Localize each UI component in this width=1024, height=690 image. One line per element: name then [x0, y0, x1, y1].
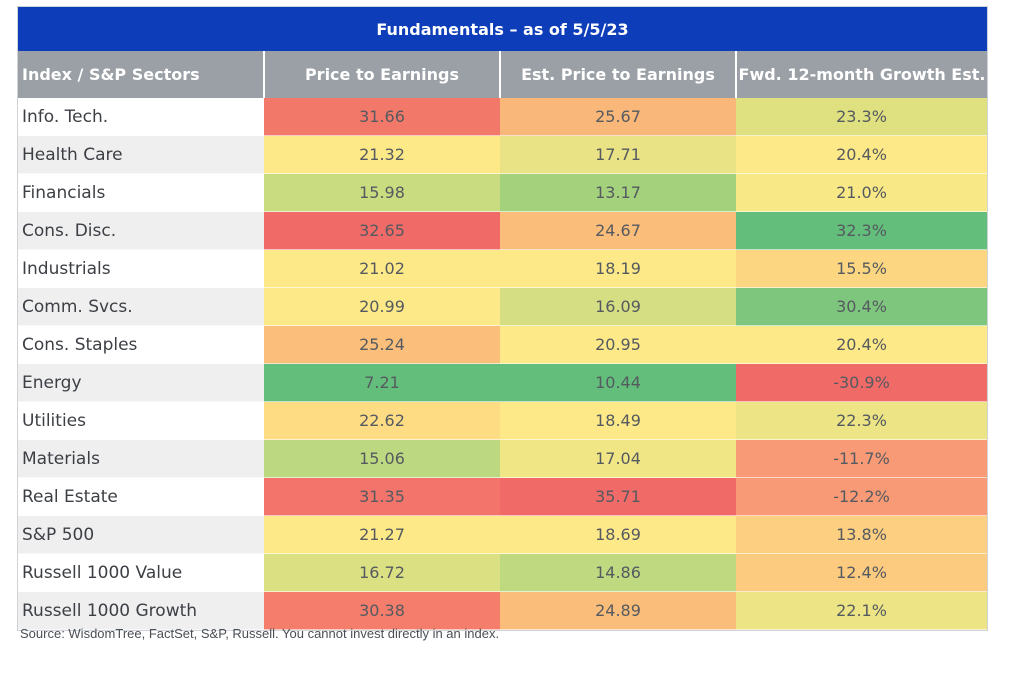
table-row: Energy 7.21 10.44 -30.9% [18, 363, 987, 402]
pe-cell: 32.65 [264, 211, 500, 250]
row-label: Financials [18, 173, 264, 212]
growth-cell: 12.4% [736, 553, 987, 592]
table-row: Cons. Disc. 32.65 24.67 32.3% [18, 211, 987, 250]
est-pe-cell: 24.67 [500, 211, 736, 250]
row-label: Comm. Svcs. [18, 287, 264, 326]
est-pe-cell: 18.19 [500, 249, 736, 288]
table-title: Fundamentals – as of 5/5/23 [18, 7, 987, 51]
growth-cell: -30.9% [736, 363, 987, 402]
row-label: Info. Tech. [18, 98, 264, 136]
row-label: Health Care [18, 135, 264, 174]
growth-cell: 32.3% [736, 211, 987, 250]
column-header-est-pe: Est. Price to Earnings [499, 51, 736, 98]
row-label: Russell 1000 Growth [18, 591, 264, 630]
pe-cell: 25.24 [264, 325, 500, 364]
table-row: Materials 15.06 17.04 -11.7% [18, 439, 987, 478]
growth-cell: 15.5% [736, 249, 987, 288]
row-label: Energy [18, 363, 264, 402]
est-pe-cell: 14.86 [500, 553, 736, 592]
table-row: Financials 15.98 13.17 21.0% [18, 173, 987, 212]
est-pe-cell: 17.71 [500, 135, 736, 174]
row-label: Utilities [18, 401, 264, 440]
row-label: Cons. Disc. [18, 211, 264, 250]
est-pe-cell: 24.89 [500, 591, 736, 630]
pe-cell: 31.66 [264, 98, 500, 136]
pe-cell: 30.38 [264, 591, 500, 630]
pe-cell: 16.72 [264, 553, 500, 592]
growth-cell: 20.4% [736, 325, 987, 364]
pe-cell: 21.27 [264, 515, 500, 554]
growth-cell: 30.4% [736, 287, 987, 326]
table-row: Cons. Staples 25.24 20.95 20.4% [18, 325, 987, 364]
est-pe-cell: 18.69 [500, 515, 736, 554]
pe-cell: 21.02 [264, 249, 500, 288]
est-pe-cell: 10.44 [500, 363, 736, 402]
row-label: Russell 1000 Value [18, 553, 264, 592]
table-row: Russell 1000 Value 16.72 14.86 12.4% [18, 553, 987, 592]
pe-cell: 15.06 [264, 439, 500, 478]
table-row: Industrials 21.02 18.19 15.5% [18, 249, 987, 288]
table-row: S&P 500 21.27 18.69 13.8% [18, 515, 987, 554]
est-pe-cell: 25.67 [500, 98, 736, 136]
pe-cell: 22.62 [264, 401, 500, 440]
table-row: Real Estate 31.35 35.71 -12.2% [18, 477, 987, 516]
growth-cell: 13.8% [736, 515, 987, 554]
pe-cell: 15.98 [264, 173, 500, 212]
growth-cell: 23.3% [736, 98, 987, 136]
source-note: Source: WisdomTree, FactSet, S&P, Russel… [20, 626, 500, 641]
row-label: Materials [18, 439, 264, 478]
row-label: Cons. Staples [18, 325, 264, 364]
data-grid: Index / S&P Sectors Price to Earnings Es… [18, 51, 987, 630]
growth-cell: 22.3% [736, 401, 987, 440]
row-label: Industrials [18, 249, 264, 288]
pe-cell: 20.99 [264, 287, 500, 326]
column-header-sector: Index / S&P Sectors [18, 51, 264, 98]
growth-cell: 20.4% [736, 135, 987, 174]
table-row: Info. Tech. 31.66 25.67 23.3% [18, 98, 987, 136]
row-label: S&P 500 [18, 515, 264, 554]
table-row: Russell 1000 Growth 30.38 24.89 22.1% [18, 591, 987, 630]
growth-cell: 22.1% [736, 591, 987, 630]
column-header-pe: Price to Earnings [263, 51, 500, 98]
growth-cell: -11.7% [736, 439, 987, 478]
row-label: Real Estate [18, 477, 264, 516]
fundamentals-table: Fundamentals – as of 5/5/23 Index / S&P … [17, 6, 988, 631]
growth-cell: -12.2% [736, 477, 987, 516]
pe-cell: 31.35 [264, 477, 500, 516]
est-pe-cell: 20.95 [500, 325, 736, 364]
table-row: Comm. Svcs. 20.99 16.09 30.4% [18, 287, 987, 326]
est-pe-cell: 13.17 [500, 173, 736, 212]
pe-cell: 21.32 [264, 135, 500, 174]
est-pe-cell: 35.71 [500, 477, 736, 516]
table-body: Info. Tech. 31.66 25.67 23.3% Health Care 21.… [18, 98, 987, 630]
table-row: Utilities 22.62 18.49 22.3% [18, 401, 987, 440]
growth-cell: 21.0% [736, 173, 987, 212]
est-pe-cell: 18.49 [500, 401, 736, 440]
header-row: Index / S&P Sectors Price to Earnings Es… [18, 51, 987, 98]
table-row: Health Care 21.32 17.71 20.4% [18, 135, 987, 174]
column-header-growth: Fwd. 12-month Growth Est. [735, 51, 987, 98]
est-pe-cell: 16.09 [500, 287, 736, 326]
est-pe-cell: 17.04 [500, 439, 736, 478]
pe-cell: 7.21 [264, 363, 500, 402]
